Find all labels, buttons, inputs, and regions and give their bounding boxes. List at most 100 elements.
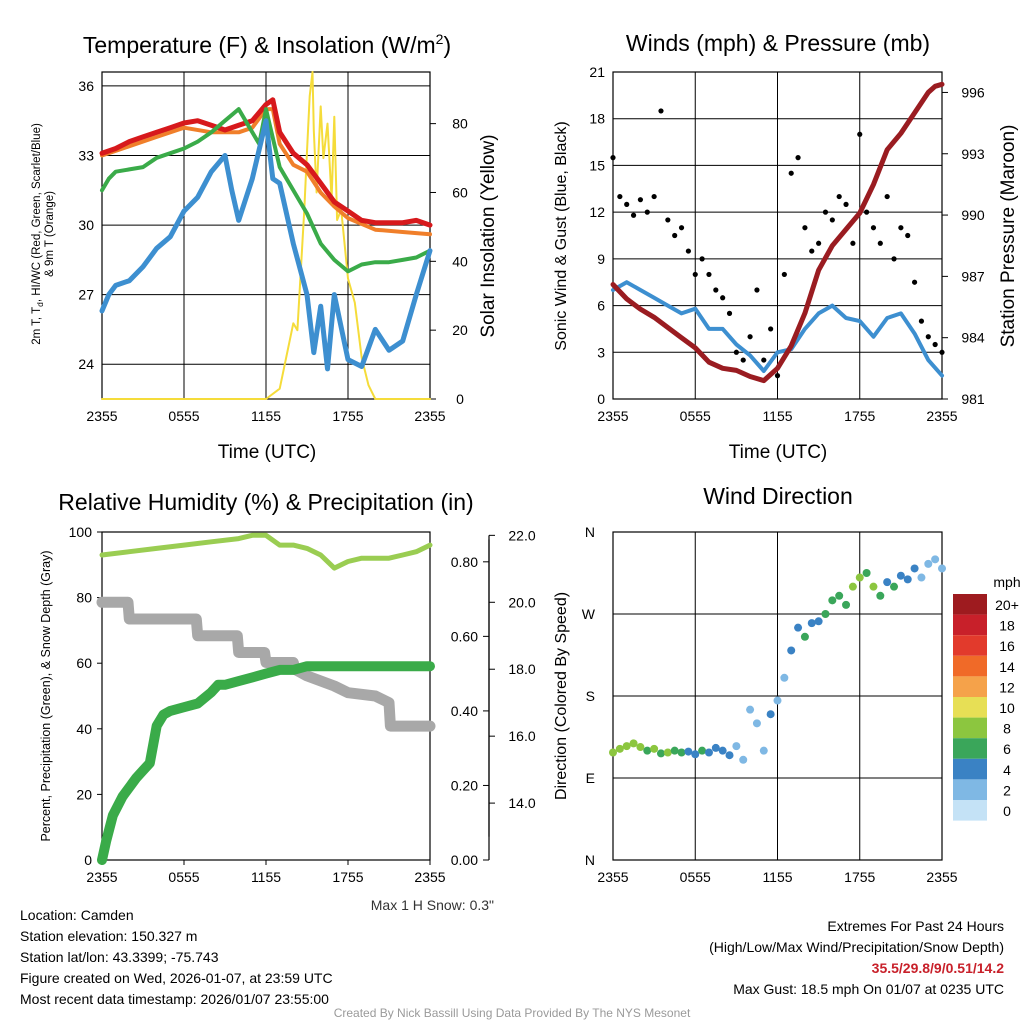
pressure-y2-tick-label: 981 [961,391,985,407]
dir-y-tick-label: W [582,606,596,622]
gust-point [726,310,733,316]
wind-direction-point [862,569,871,577]
wind-direction-point [910,564,919,573]
gust-point [672,232,678,239]
humidity-y-axis-label: Percent, Precipitation (Green), & Snow D… [39,550,53,841]
credit-line: Created By Nick Bassill Using Data Provi… [333,1006,691,1020]
dir-y-tick-label: N [585,852,595,868]
gust-point [877,240,883,246]
pressure-y2-tick-label: 987 [961,268,985,284]
temp-y-tick-label: 27 [78,287,94,303]
dir-x-tick-label: 1755 [844,869,875,885]
gust-point [644,209,650,215]
wind-y-tick-label: 9 [597,251,605,267]
wind-direction-point [794,623,803,632]
snow-tick-label: 18.0 [508,661,535,677]
gust-point [822,209,829,215]
gust-point [637,197,644,203]
wind-direction-point [670,746,679,755]
temp-x-tick-label: 0555 [168,408,199,424]
rh-x-tick-label: 1755 [332,869,363,885]
precip-tick-label: 0.60 [451,628,478,644]
temp-x-tick-label: 2355 [414,408,445,424]
speed-legend-swatch [953,717,987,739]
gust-point [864,209,870,215]
gust-point [617,193,623,200]
wind-pressure-chart: Winds (mph) & Pressure (mb) Sonic Wind &… [553,30,1019,463]
speed-legend-label: 20+ [995,597,1019,613]
gust-point [685,248,691,254]
pressure-y-axis-label: Station Pressure (Maroon) [998,125,1019,348]
humidity-chart-title: Relative Humidity (%) & Precipitation (i… [58,489,473,515]
temperature-y-axis-label: 2m T, Td, HI/WC (Red, Green, Scarlet/Blu… [31,123,45,345]
wind-x-tick-label: 0555 [680,408,711,424]
figure-created: Figure created on Wed, 2026-01-07, at 23… [20,970,333,986]
direction-y-axis-label: Direction (Colored By Speed) [553,592,570,800]
wind-direction-point [903,575,912,584]
pressure-y2-tick-label: 993 [961,146,985,162]
wind-x-tick-label: 2355 [926,408,957,424]
gust-point [802,225,808,231]
speed-legend-swatch [953,697,987,718]
gust-point [651,193,657,200]
wind-direction-point [835,591,844,600]
station-elevation: Station elevation: 150.327 m [20,928,198,944]
wind-direction-point [711,743,720,752]
gust-point [816,240,822,246]
wind-direction-point [773,696,782,705]
wind-x-tick-label: 2355 [597,408,628,424]
gust-point [857,131,863,137]
speed-legend-label: 4 [1003,762,1011,778]
insolation-y2-tick-label: 20 [452,322,468,338]
gust-point [898,225,904,231]
speed-legend-label: 0 [1003,803,1011,819]
temp-y-tick-label: 33 [78,147,94,163]
wind-direction-point [780,673,789,682]
wind-direction-point [732,742,741,751]
temperature-chart: Temperature (F) & Insolation (W/m2) 2m T… [31,31,499,463]
rh-x-tick-label: 2355 [86,869,117,885]
insolation-y2-tick-label: 40 [452,253,468,269]
precip-tick-label: 0.40 [451,703,478,719]
wind-direction-point [725,751,734,760]
gust-point [829,217,835,223]
dir-y-tick-label: S [586,688,595,704]
wind-direction-point [821,610,830,618]
pressure-y2-tick-label: 984 [961,330,985,346]
sonic-wind-line [611,280,944,378]
extremes-values: 35.5/29.8/9/0.51/14.2 [871,960,1004,976]
wind-direction-point [890,582,899,591]
gust-point [699,256,705,262]
precip-tick-label: 0.00 [451,852,478,868]
wind-direction-point [718,746,727,755]
gust-point [905,232,911,239]
wind-direction-point [650,744,659,753]
speed-legend-label: 18 [999,618,1015,634]
wind-direction-point [814,617,823,626]
speed-legend-label: 12 [999,679,1015,695]
gust-point [795,155,801,161]
temp-x-tick-label: 1155 [251,408,281,424]
wind-direction-point [828,596,837,605]
rh-y-tick-label: 80 [76,590,92,606]
temperature-chart-title: Temperature (F) & Insolation (W/m2) [83,31,451,58]
gust-point [918,318,925,324]
wind-y-tick-label: 3 [597,344,605,360]
temp-series-hi-wc [99,118,433,372]
rh-y-tick-label: 60 [76,655,92,671]
dir-x-tick-label: 1155 [762,869,792,885]
speed-legend-label: 16 [999,638,1015,654]
gust-point [925,334,931,340]
gust-point [891,256,897,262]
gust-point [781,271,787,278]
wind-direction-point [883,578,892,587]
gust-point [610,155,616,161]
pressure-y2-tick-label: 990 [961,207,985,223]
station-pressure-line [610,81,945,384]
wind-direction-point [691,750,700,759]
wind-x-tick-label: 1755 [844,408,875,424]
wind-y-tick-label: 18 [589,111,605,127]
snow-tick-label: 14.0 [508,795,535,811]
temp-y-tick-label: 36 [78,78,94,94]
